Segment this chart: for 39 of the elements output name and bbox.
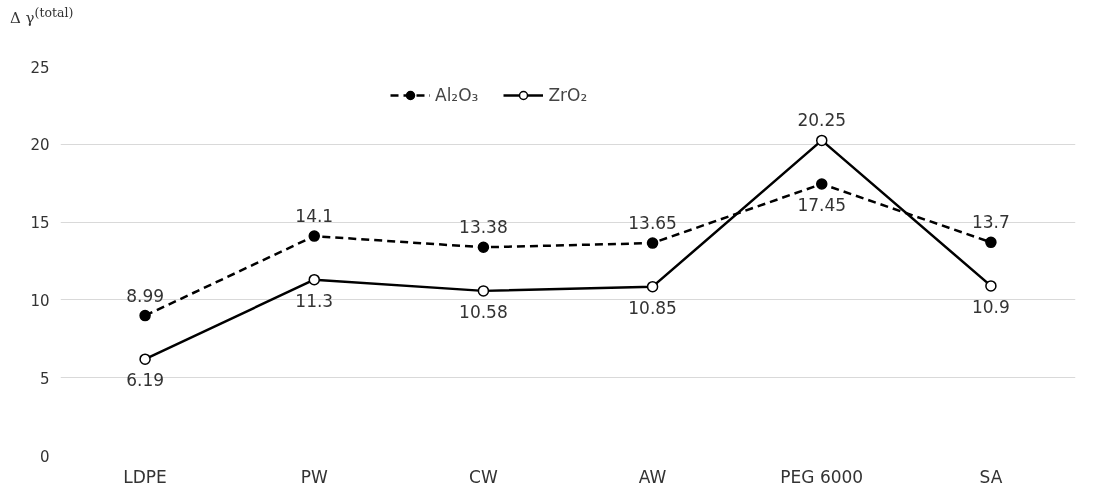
point	[646, 237, 659, 249]
y-tick-label: 0	[39, 447, 50, 466]
data-label: 13.38	[459, 217, 508, 238]
point	[139, 309, 151, 322]
data-label: 14.1	[295, 206, 334, 227]
point	[308, 230, 320, 242]
data-label: 13.65	[628, 213, 677, 234]
data-label: 6.19	[126, 370, 165, 391]
point	[477, 285, 490, 297]
data-label: 8.99	[126, 285, 165, 306]
y-tick-label: 25	[30, 58, 50, 77]
data-label: 11.3	[295, 290, 334, 311]
x-tick-label: PW	[300, 466, 328, 487]
y-tick-label: 15	[30, 214, 50, 233]
y-tick-label: 20	[30, 136, 50, 155]
y-tick-label: 10	[30, 291, 50, 310]
x-tick-label: AW	[638, 466, 667, 487]
point	[646, 280, 659, 293]
point	[985, 236, 997, 249]
y-axis-title: Δ γ$^{(total)}$	[10, 4, 74, 29]
x-tick-label: SA	[979, 466, 1003, 487]
legend-label: ZrO₂	[548, 85, 588, 105]
data-label: 13.7	[971, 212, 1010, 233]
x-tick-label: PEG 6000	[780, 466, 864, 487]
data-label: 20.25	[797, 110, 847, 131]
x-tick-label: CW	[469, 466, 498, 487]
y-tick-label: 5	[39, 369, 50, 388]
point	[816, 134, 828, 147]
data-label: 10.9	[971, 296, 1010, 317]
point	[816, 178, 828, 190]
x-tick-label: LDPE	[123, 466, 167, 487]
data-label: 10.85	[628, 297, 677, 318]
point	[477, 241, 490, 254]
point	[308, 273, 320, 286]
point	[985, 280, 997, 292]
data-label: 17.45	[797, 194, 847, 215]
legend-label: Al₂O₃	[435, 85, 479, 105]
data-label: 10.58	[459, 301, 508, 322]
point	[139, 353, 151, 365]
